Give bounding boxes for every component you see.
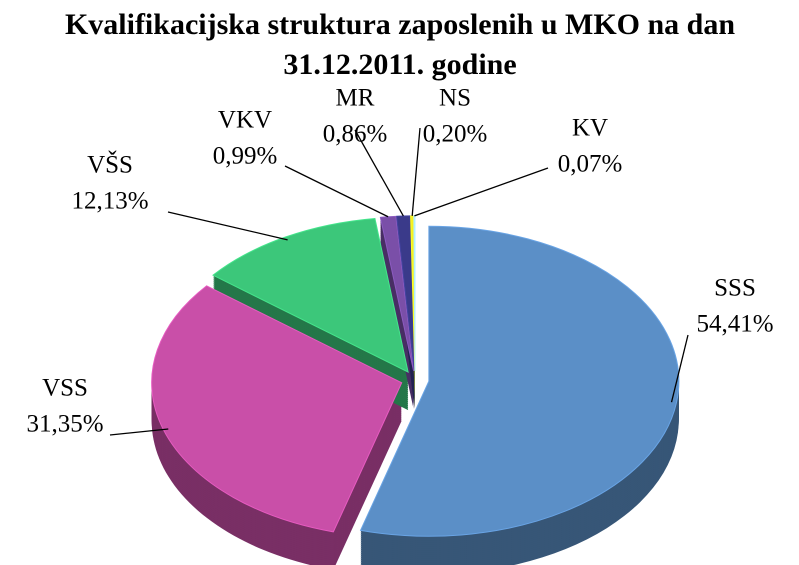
slice-side	[380, 222, 414, 377]
value-label: 0,07%	[558, 151, 623, 178]
slice-label: SSS	[714, 275, 756, 302]
value-label: 0,20%	[423, 121, 488, 148]
slice-label: VŠS	[87, 150, 133, 179]
slice	[379, 215, 415, 372]
slice-label: VSS	[42, 375, 88, 402]
value-label: 12,13%	[71, 188, 148, 215]
slice-side	[380, 230, 414, 385]
leader-line	[167, 211, 288, 241]
slice-side	[380, 220, 414, 375]
leader-line	[411, 127, 421, 216]
slice-side	[380, 224, 414, 379]
slice-side	[380, 236, 414, 391]
value-label: 31,35%	[26, 411, 103, 438]
slice-side	[380, 232, 414, 387]
leader-line	[284, 165, 389, 218]
slice-label: KV	[572, 115, 608, 142]
chart-title: Kvalifikacijska struktura zaposlenih u M…	[64, 8, 736, 81]
value-label: 54,41%	[696, 311, 773, 338]
slice-label: MR	[336, 85, 375, 112]
leader-line	[354, 129, 404, 217]
leader-line	[109, 428, 169, 436]
slice	[359, 225, 680, 537]
title-box: Kvalifikacijska struktura zaposlenih u M…	[64, 8, 736, 81]
slice-label: NS	[439, 85, 471, 112]
slice	[212, 217, 409, 373]
slice-side	[380, 226, 414, 381]
slice-label: VKV	[218, 107, 272, 134]
leader-line	[414, 167, 549, 217]
value-label: 0,99%	[213, 143, 278, 170]
value-label: 0,86%	[323, 121, 388, 148]
slice-side	[380, 228, 414, 383]
leader-line	[670, 334, 689, 403]
slice-side	[380, 240, 414, 395]
slice-side	[380, 234, 414, 389]
slice-side	[380, 238, 414, 393]
